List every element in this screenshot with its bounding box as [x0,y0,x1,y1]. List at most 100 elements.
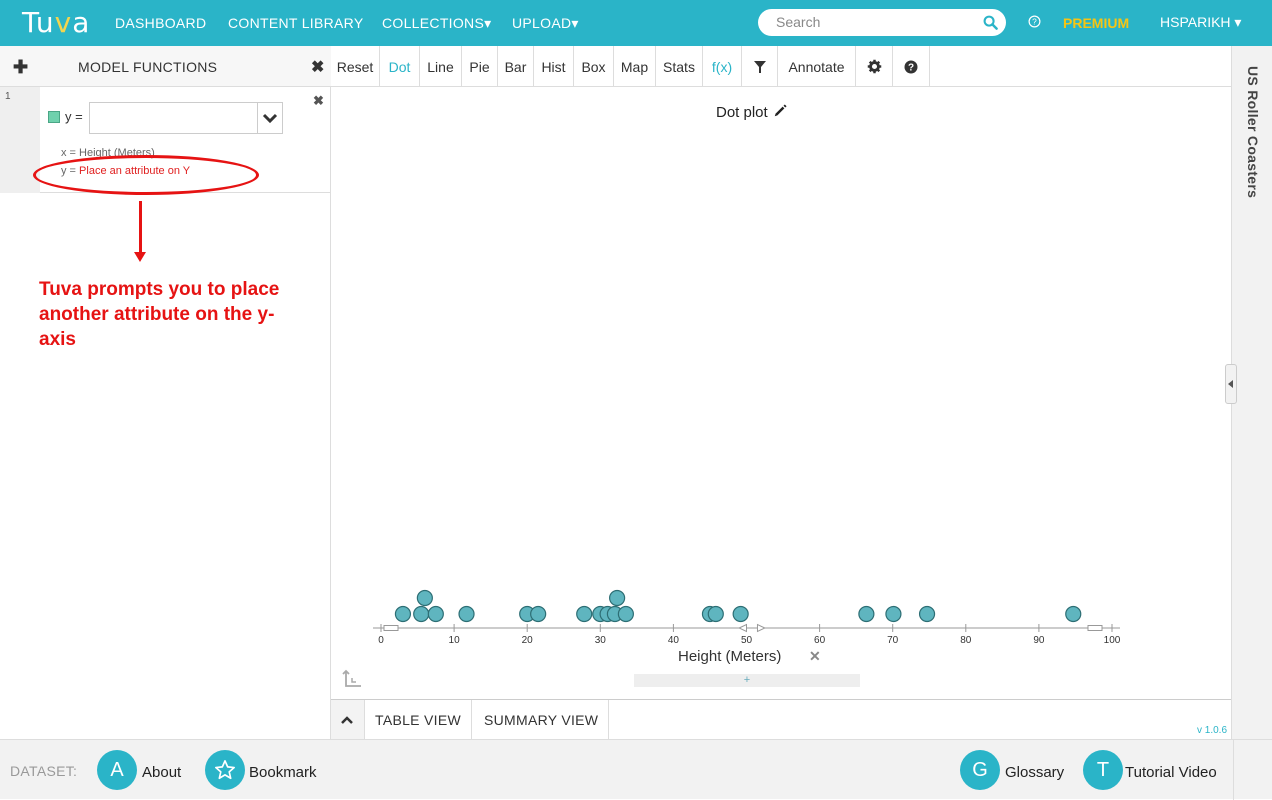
data-point [885,605,902,623]
data-point [458,605,475,623]
x-tick-label: 40 [668,635,680,646]
x-tick-label: 60 [814,635,826,646]
question-circle-icon: ? [904,60,918,73]
remove-function-icon[interactable]: ✖ [313,93,324,108]
plot-toolbar: Reset Dot Line Pie Bar Hist Box Map Stat… [331,46,1231,87]
dataset-rail: US Roller Coasters [1225,46,1272,739]
bookmark-link[interactable]: Bookmark [249,764,317,781]
data-point [609,589,626,607]
pie-button[interactable]: Pie [462,46,498,87]
glossary-icon[interactable]: G [960,750,1000,790]
x-axis-label[interactable]: Height (Meters) [678,648,782,665]
chevron-down-icon [262,113,278,124]
x-tick-label: 90 [1033,635,1045,646]
settings-button[interactable] [856,46,893,87]
function-expression-input[interactable] [89,102,258,134]
line-button[interactable]: Line [420,46,462,87]
data-point [576,605,593,623]
nav-content-library[interactable]: CONTENT LIBRARY [228,15,364,31]
close-panel-icon[interactable]: ✖ [311,59,325,76]
plot-canvas[interactable]: Dot plot 0 10 20 30 40 50 60 70 80 90 100 Height (… [331,87,1231,698]
view-tabs: TABLE VIEW SUMMARY VIEW [331,699,1231,740]
bar-button[interactable]: Bar [498,46,534,87]
nav-dashboard[interactable]: DASHBOARD [115,15,207,31]
annotation-arrow-head [134,252,146,262]
about-link[interactable]: About [142,764,182,781]
footer-divider [1233,740,1234,800]
version-label: v 1.0.6 [1197,725,1228,736]
data-point [707,605,724,623]
model-functions-panel: ✚ MODEL FUNCTIONS ✖ 1 y = ✖ x = Height (… [0,46,331,739]
pencil-icon[interactable] [772,104,788,118]
data-point [413,605,430,623]
function-color-swatch [48,111,60,123]
x-tick-label: 70 [887,635,899,646]
about-icon[interactable]: A [97,750,137,790]
x-tick-label: 80 [960,635,972,646]
caret-left-icon [1228,380,1233,388]
axis-pan-arrow-left [738,623,747,633]
expand-view-button[interactable] [331,700,365,740]
remove-x-attribute-icon[interactable]: ✕ [809,648,821,664]
fx-button[interactable]: f(x) [703,46,742,87]
data-point [530,605,547,623]
annotate-button[interactable]: Annotate [778,46,856,87]
tab-summary-view[interactable]: SUMMARY VIEW [474,700,610,740]
box-button[interactable]: Box [574,46,614,87]
model-functions-header: ✚ MODEL FUNCTIONS ✖ [0,46,331,87]
tuva-logo[interactable]: Tuva [22,6,91,39]
nav-collections[interactable]: COLLECTIONS▾ [382,15,492,31]
plot-title: Dot plot [716,104,788,121]
premium-link[interactable]: PREMIUM [1063,15,1130,31]
bookmark-button[interactable] [205,750,245,790]
annotation-text: Tuva prompts you to place another attrib… [39,279,280,350]
x-tick-label: 100 [1104,635,1121,646]
add-attribute-dropzone[interactable]: + [634,674,860,687]
dataset-label: DATASET: [10,763,78,779]
data-point [1065,605,1082,623]
tutorial-video-link[interactable]: Tutorial Video [1125,764,1217,781]
x-tick-label: 0 [378,635,384,646]
data-point [732,605,749,623]
add-function-icon[interactable]: ✚ [13,57,29,77]
dataset-footer: DATASET: A About Bookmark G Glossary T T… [0,739,1272,800]
filter-icon [753,60,766,73]
reset-button[interactable]: Reset [331,46,380,87]
help-button[interactable]: ? [893,46,930,87]
help-circle-icon[interactable]: ? [1028,15,1041,28]
x-tick-label: 10 [449,635,461,646]
top-navigation-bar: Tuva DASHBOARD CONTENT LIBRARY COLLECTIO… [0,0,1272,46]
tutorial-icon[interactable]: T [1083,750,1123,790]
tab-table-view[interactable]: TABLE VIEW [365,700,472,740]
glossary-link[interactable]: Glossary [1005,764,1065,781]
data-point [416,589,433,607]
user-menu[interactable]: HSPARIKH ▾ [1160,14,1242,30]
dot-plot-chart: 0 10 20 30 40 50 60 70 80 90 100 [373,589,1121,646]
annotation-ellipse [33,155,259,195]
function-y-equals-label: y = [65,109,83,124]
dot-button[interactable]: Dot [380,46,420,87]
data-point [427,605,444,623]
chevron-up-icon [341,716,353,724]
gear-icon [867,59,881,74]
svg-text:?: ? [908,62,914,73]
search-input[interactable] [776,14,976,30]
dataset-title: US Roller Coasters [1245,66,1261,199]
data-point [617,605,634,623]
axis-pan-arrow-right [756,623,766,633]
search-box [758,9,1006,36]
axis-swap-icon[interactable] [341,669,363,689]
map-button[interactable]: Map [614,46,656,87]
filter-button[interactable] [742,46,778,87]
hist-button[interactable]: Hist [534,46,574,87]
model-functions-title: MODEL FUNCTIONS [78,59,218,75]
data-point [394,605,412,623]
x-tick-label: 30 [595,635,607,646]
search-icon[interactable] [983,15,998,30]
function-dropdown-button[interactable] [257,102,283,134]
nav-upload[interactable]: UPLOAD▾ [512,15,579,31]
stats-button[interactable]: Stats [656,46,703,87]
star-icon [215,760,235,780]
collapse-rail-button[interactable] [1225,364,1237,404]
axis-range-handle-right [1087,625,1103,631]
